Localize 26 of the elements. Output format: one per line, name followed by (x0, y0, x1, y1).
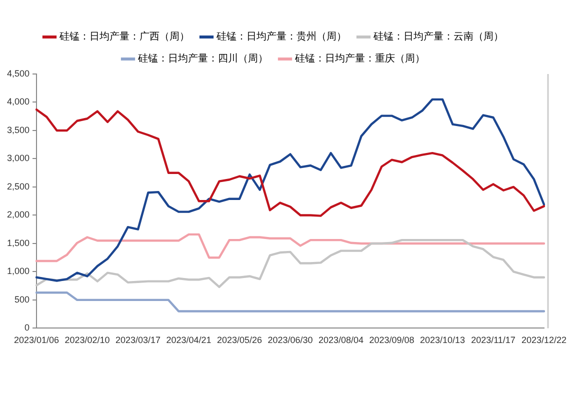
y-tick-label: 3,500 (6, 124, 30, 135)
y-tick-label: 4,500 (6, 68, 30, 78)
y-tick-label: 4,000 (6, 96, 30, 107)
legend-label: 硅锰：日均产量：四川（周） (137, 52, 268, 65)
legend-label: 硅锰：日均产量：贵州（周） (216, 30, 346, 43)
y-tick-label: 1,000 (6, 266, 30, 276)
x-tick-label: 2023/10/13 (420, 335, 466, 346)
x-tick-label: 2023/08/04 (318, 335, 364, 346)
x-tick-label: 2023/04/21 (166, 335, 212, 346)
y-tick-label: 1,500 (6, 238, 30, 248)
legend-label: 硅锰：日均产量：云南（周） (372, 30, 504, 43)
y-tick-label: 2,000 (6, 210, 30, 220)
legend-label: 硅锰：日均产量：重庆（周） (294, 52, 425, 65)
x-tick-label: 2023/01/06 (14, 335, 60, 346)
x-tick-label: 2023/09/08 (369, 335, 414, 346)
y-tick-label: 3,000 (6, 153, 30, 164)
x-tick-label: 2023/06/30 (268, 335, 313, 346)
legend-label: 硅锰：日均产量：广西（周） (58, 30, 190, 43)
x-tick-label: 2023/05/26 (216, 335, 262, 346)
y-tick-label: 0 (24, 322, 30, 333)
x-tick-label: 2023/03/17 (115, 335, 161, 346)
x-tick-label: 2023/12/22 (521, 335, 567, 346)
x-tick-label: 2023/11/17 (471, 335, 516, 346)
y-tick-label: 500 (14, 294, 30, 304)
x-tick-label: 2023/02/10 (64, 335, 110, 346)
y-tick-label: 2,500 (6, 181, 30, 192)
